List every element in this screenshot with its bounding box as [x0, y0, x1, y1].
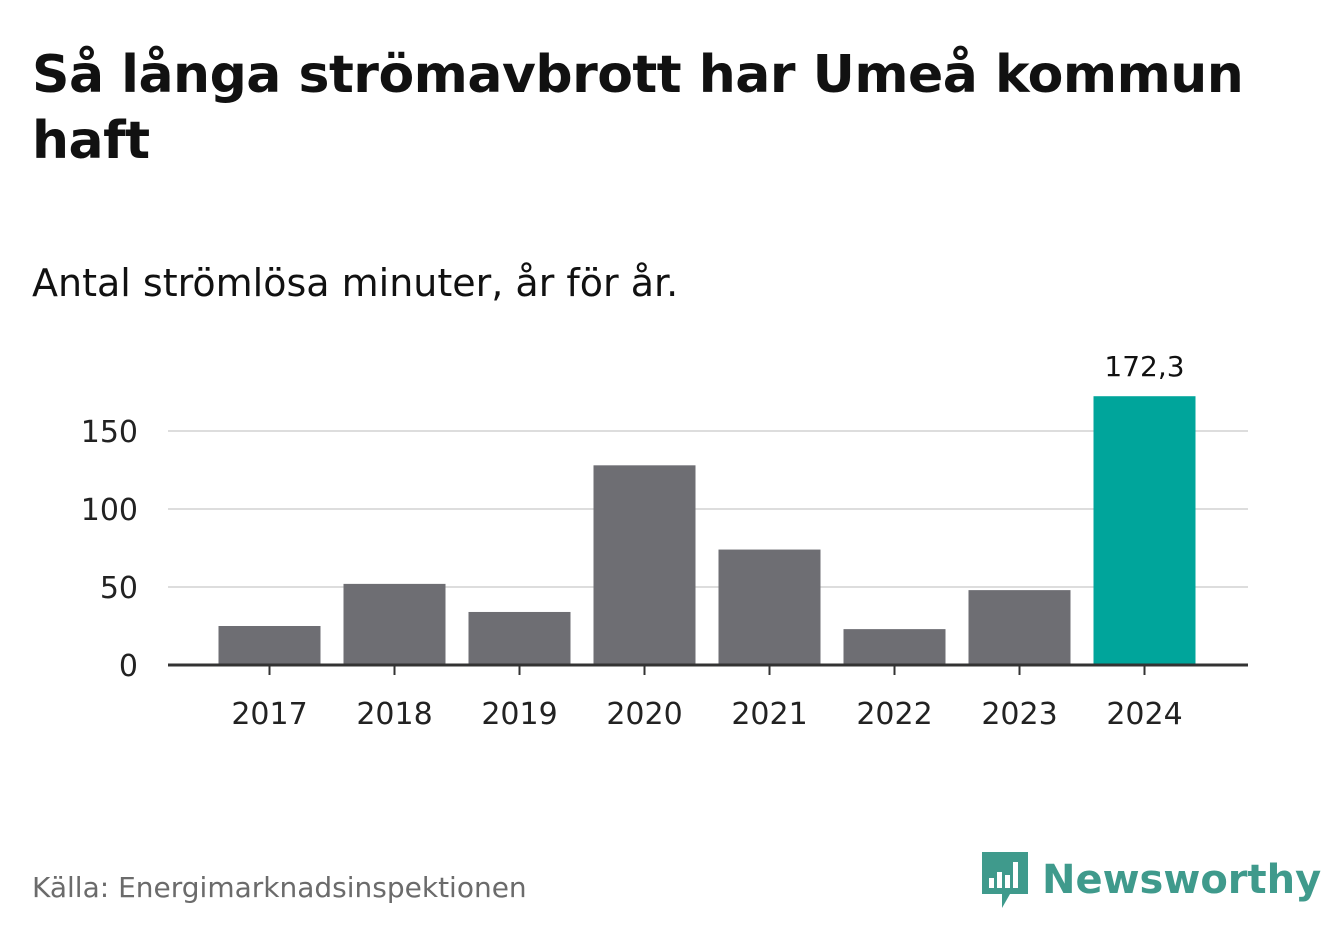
data-labels: 172,3 — [1104, 350, 1184, 383]
newsworthy-logo-icon — [982, 852, 1028, 908]
bar-2021 — [718, 549, 821, 665]
bar-2023 — [968, 590, 1071, 665]
x-tick-label: 2022 — [856, 697, 932, 732]
y-tick-label: 100 — [81, 493, 138, 528]
x-tick-label: 2019 — [481, 697, 557, 732]
bar-2024 — [1093, 396, 1196, 665]
bar-2019 — [468, 611, 571, 665]
x-tick-label: 2024 — [1106, 697, 1182, 732]
x-axis — [168, 663, 1248, 675]
brand-name: Newsworthy — [1042, 857, 1322, 903]
bar-2020 — [593, 465, 696, 665]
bar-2018 — [343, 583, 446, 665]
brand: Newsworthy — [980, 848, 1321, 912]
y-tick-label: 150 — [81, 415, 138, 450]
x-tick-label: 2017 — [231, 697, 307, 732]
bars — [218, 396, 1196, 665]
bar-2022 — [843, 629, 946, 665]
bar-2017 — [218, 626, 321, 665]
source-note: Källa: Energimarknadsinspektionen — [32, 871, 527, 904]
y-tick-label: 50 — [100, 571, 138, 606]
x-tick-label: 2020 — [606, 697, 682, 732]
grid-lines — [168, 430, 1248, 588]
chart-title: Så långa strömavbrott har Umeå kommun ha… — [32, 45, 1244, 171]
y-tick-label: 0 — [119, 649, 138, 684]
x-tick-label: 2018 — [356, 697, 432, 732]
chart-subtitle: Antal strömlösa minuter, år för år. — [32, 261, 679, 305]
x-tick-labels: 2017 2018 2019 2020 2021 2022 2023 2024 — [231, 697, 1182, 732]
x-tick-label: 2023 — [981, 697, 1057, 732]
data-label: 172,3 — [1104, 350, 1184, 383]
x-tick-label: 2021 — [731, 697, 807, 732]
y-tick-labels: 0 50 100 150 — [81, 415, 138, 684]
